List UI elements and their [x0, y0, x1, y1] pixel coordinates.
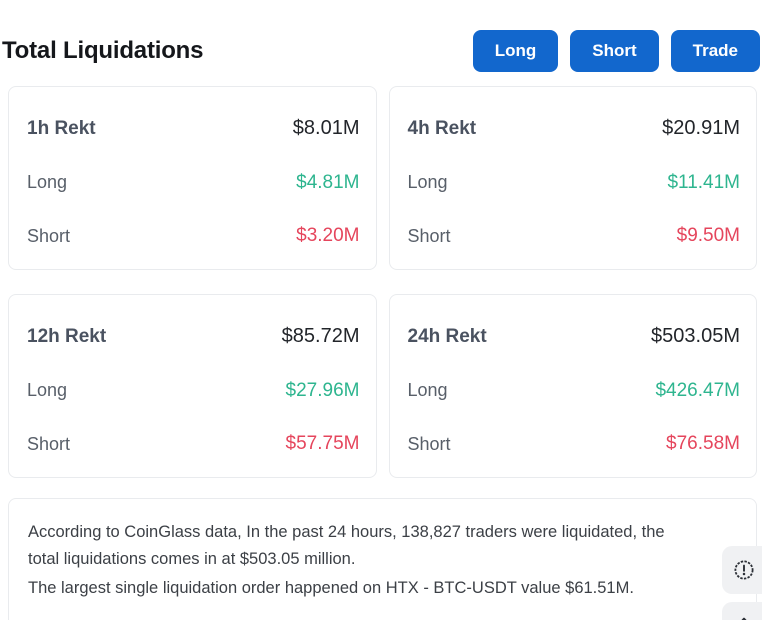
card-title: 1h Rekt	[27, 117, 96, 139]
summary-paragraph-1: According to CoinGlass data, In the past…	[28, 523, 665, 568]
card-header-row: 1h Rekt $8.01M	[27, 117, 360, 140]
long-value: $426.47M	[655, 379, 740, 401]
badge-exclamation-icon	[732, 558, 756, 582]
short-label: Short	[407, 433, 451, 454]
rekt-card-1h: 1h Rekt $8.01M Long $4.81M Short $3.20M	[8, 86, 377, 270]
short-value: $57.75M	[285, 433, 360, 454]
rekt-card-12h: 12h Rekt $85.72M Long $27.96M Short $57.…	[8, 294, 377, 478]
long-value: $27.96M	[285, 379, 360, 401]
card-header-row: 4h Rekt $20.91M	[408, 117, 741, 140]
card-total-value: $503.05M	[651, 325, 740, 347]
short-label: Short	[27, 433, 71, 454]
short-row: Short $57.75M	[27, 433, 360, 455]
card-title: 24h Rekt	[407, 325, 487, 347]
card-total-value: $85.72M	[281, 325, 360, 347]
rekt-cards-grid: 1h Rekt $8.01M Long $4.81M Short $3.20M …	[8, 86, 757, 478]
card-header-row: 12h Rekt $85.72M	[27, 325, 360, 348]
trade-filter-button[interactable]: Trade	[670, 30, 760, 72]
long-value: $11.41M	[667, 171, 740, 193]
short-value: $3.20M	[296, 225, 360, 246]
scroll-to-top-button[interactable]	[722, 602, 762, 620]
long-row: Long $11.41M	[408, 172, 741, 194]
card-header-row: 24h Rekt $503.05M	[408, 325, 741, 348]
rekt-card-4h: 4h Rekt $20.91M Long $11.41M Short $9.50…	[388, 86, 757, 270]
header-actions: Long Short Trade	[472, 30, 760, 72]
liquidation-summary-box: According to CoinGlass data, In the past…	[8, 498, 757, 620]
long-label: Long	[27, 172, 68, 192]
arrow-up-icon	[732, 614, 756, 620]
long-label: Long	[407, 380, 448, 400]
short-label: Short	[407, 225, 451, 246]
page-title: Total Liquidations	[2, 37, 204, 64]
rekt-card-24h: 24h Rekt $503.05M Long $426.47M Short $7…	[388, 294, 757, 478]
card-total-value: $8.01M	[292, 117, 360, 139]
page-header: Total Liquidations Long Short Trade	[0, 16, 762, 86]
short-row: Short $3.20M	[27, 225, 360, 247]
long-label: Long	[407, 172, 448, 192]
long-row: Long $426.47M	[408, 380, 741, 402]
short-value: $76.58M	[666, 433, 740, 454]
long-label: Long	[27, 380, 68, 400]
card-title: 4h Rekt	[407, 117, 477, 139]
long-value: $4.81M	[296, 171, 360, 193]
long-filter-button[interactable]: Long	[472, 30, 559, 72]
card-total-value: $20.91M	[662, 117, 740, 139]
long-row: Long $4.81M	[27, 172, 360, 194]
short-row: Short $76.58M	[408, 433, 741, 455]
short-filter-button[interactable]: Short	[570, 30, 659, 72]
card-title: 12h Rekt	[27, 325, 107, 347]
short-row: Short $9.50M	[408, 225, 741, 247]
short-value: $9.50M	[676, 225, 740, 246]
long-row: Long $27.96M	[27, 380, 360, 402]
summary-paragraph-2: The largest single liquidation order hap…	[28, 579, 634, 597]
short-label: Short	[27, 225, 71, 246]
feedback-button[interactable]	[722, 546, 762, 594]
